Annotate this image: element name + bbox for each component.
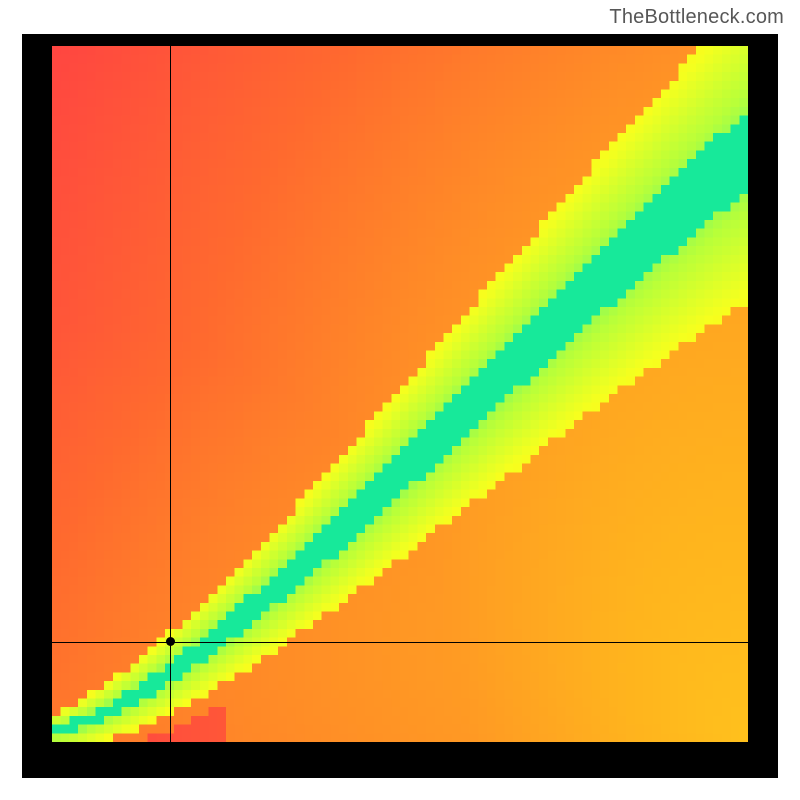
chart-frame [22, 34, 778, 778]
watermark-text: TheBottleneck.com [609, 6, 784, 29]
heatmap-canvas [52, 46, 748, 742]
crosshair-horizontal [52, 642, 748, 643]
chart-plot-area [52, 46, 748, 742]
